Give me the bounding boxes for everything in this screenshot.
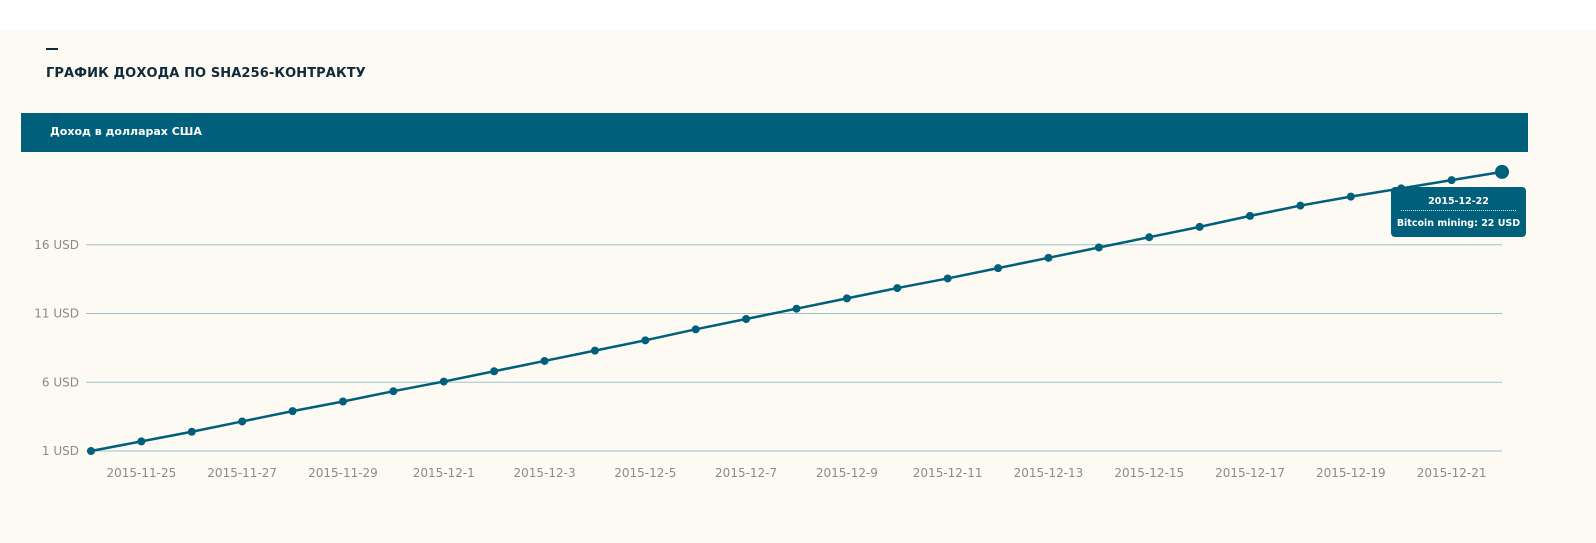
x-tick-label: 2015-12-7	[715, 466, 777, 480]
data-point-tooltip: 2015-12-22 Bitcoin mining: 22 USD	[1391, 187, 1526, 237]
x-tick-label: 2015-12-3	[513, 466, 575, 480]
data-point[interactable]	[893, 284, 902, 293]
y-axis-ticks: 1 USD 6 USD 11 USD 16 USD	[34, 238, 79, 458]
x-tick-label: 2015-12-15	[1114, 466, 1184, 480]
data-point[interactable]	[1246, 211, 1255, 220]
data-point[interactable]	[187, 427, 196, 436]
data-point[interactable]	[994, 264, 1003, 273]
data-point-highlighted[interactable]	[1495, 164, 1509, 179]
data-point[interactable]	[1044, 253, 1053, 262]
series-bitcoin-mining	[87, 164, 1509, 455]
x-tick-label: 2015-11-29	[308, 466, 378, 480]
data-point[interactable]	[439, 377, 448, 386]
x-tick-label: 2015-12-1	[413, 466, 475, 480]
chart-header-bar: Доход в долларах США	[21, 113, 1528, 152]
y-tick-label: 6 USD	[42, 375, 79, 389]
data-point[interactable]	[590, 346, 599, 355]
data-point[interactable]	[1346, 192, 1355, 201]
data-point[interactable]	[288, 407, 297, 416]
x-tick-label: 2015-11-27	[207, 466, 277, 480]
data-point[interactable]	[1094, 243, 1103, 252]
data-point[interactable]	[1145, 233, 1154, 242]
data-point[interactable]	[792, 304, 801, 313]
title-accent-dash	[46, 48, 58, 50]
x-tick-label: 2015-12-17	[1215, 466, 1285, 480]
chart-header-label: Доход в долларах США	[50, 125, 202, 138]
y-tick-label: 11 USD	[34, 307, 79, 321]
data-point[interactable]	[87, 447, 95, 455]
x-axis-ticks: 2015-11-25 2015-11-27 2015-11-29 2015-12-1 2…	[107, 466, 1487, 480]
data-point[interactable]	[641, 336, 650, 345]
data-point[interactable]	[742, 315, 751, 323]
data-point[interactable]	[943, 274, 952, 283]
data-point[interactable]	[1296, 201, 1305, 210]
y-tick-label: 16 USD	[34, 238, 79, 252]
y-tick-label: 1 USD	[42, 444, 79, 458]
tooltip-date: 2015-12-22	[1401, 196, 1516, 211]
grid-lines	[86, 244, 1502, 452]
data-point[interactable]	[389, 387, 398, 396]
x-tick-label: 2015-12-13	[1014, 466, 1084, 480]
x-tick-label: 2015-12-21	[1417, 466, 1487, 480]
x-tick-label: 2015-11-25	[107, 466, 177, 480]
data-point[interactable]	[842, 294, 851, 303]
tooltip-value: Bitcoin mining: 22 USD	[1396, 218, 1521, 229]
x-tick-label: 2015-12-5	[614, 466, 676, 480]
page-title: ГРАФИК ДОХОДА ПО SHA256-КОНТРАКТУ	[46, 66, 366, 81]
data-point[interactable]	[691, 325, 700, 334]
tooltip-value-label: 22 USD	[1481, 218, 1521, 229]
data-point[interactable]	[338, 397, 347, 406]
x-tick-label: 2015-12-11	[913, 466, 983, 480]
data-point[interactable]	[238, 417, 247, 426]
data-point[interactable]	[1195, 222, 1204, 231]
data-point[interactable]	[540, 356, 549, 365]
data-point[interactable]	[137, 437, 146, 446]
data-point[interactable]	[1447, 176, 1456, 185]
x-tick-label: 2015-12-19	[1316, 466, 1386, 480]
x-tick-label: 2015-12-9	[816, 466, 878, 480]
data-point[interactable]	[490, 367, 499, 376]
tooltip-series-label: Bitcoin mining	[1396, 218, 1475, 229]
